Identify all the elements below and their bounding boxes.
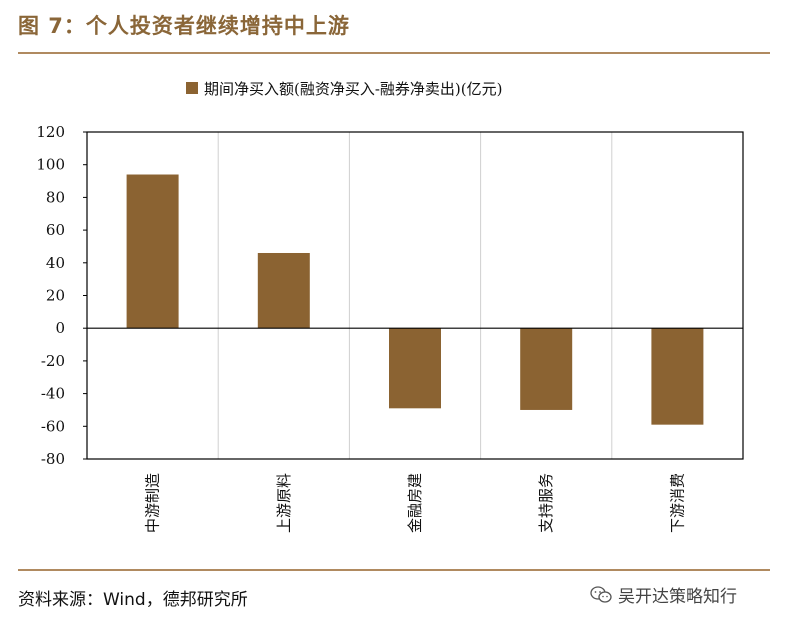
y-tick-label: 100 [36,156,65,174]
legend-label: 期间净买入额(融资净买入-融券净卖出)(亿元) [204,80,502,98]
source-note: 资料来源：Wind，德邦研究所 [18,590,248,610]
y-tick-label: -60 [41,417,65,435]
category-label: 金融房建 [406,473,424,533]
bar [257,252,310,329]
y-tick-label: -20 [41,352,65,370]
category-label: 上游原料 [275,473,293,533]
bar [126,174,179,329]
watermark-text: 吴开达策略知行 [618,587,737,607]
watermark: 吴开达策略知行 [590,582,737,607]
y-tick-label: 60 [46,221,65,239]
y-tick-label: 20 [46,287,65,305]
top-divider [18,52,770,54]
y-tick-label: -80 [41,450,65,468]
category-label: 下游消费 [668,473,686,533]
x-axis-categories: 中游制造 上游原料 金融房建 支持服务 下游消费 [144,473,687,533]
category-label: 中游制造 [144,473,162,533]
y-tick-label: 0 [55,319,65,337]
bars [126,174,704,425]
bar-chart: 期间净买入额(融资净买入-融券净卖出)(亿元) 120 100 80 60 40 20 0 -… [36,80,744,533]
bar [389,328,441,409]
plot-frame [86,131,744,460]
bottom-divider [18,569,770,571]
y-tick-label: 120 [36,123,65,141]
y-tick-label: 40 [46,254,65,272]
gridlines [217,132,613,459]
legend-swatch [186,82,198,94]
category-label: 支持服务 [537,473,555,533]
y-tick-label: 80 [46,188,65,206]
bar [520,328,573,410]
legend: 期间净买入额(融资净买入-融券净卖出)(亿元) [186,80,502,98]
bar [651,328,704,425]
wechat-icon [590,585,612,603]
y-tick-label: -40 [41,385,65,403]
figure-title: 图 7：个人投资者继续增持中上游 [18,14,350,38]
y-axis-ticks: 120 100 80 60 40 20 0 -20 -40 -60 -80 [36,123,87,468]
